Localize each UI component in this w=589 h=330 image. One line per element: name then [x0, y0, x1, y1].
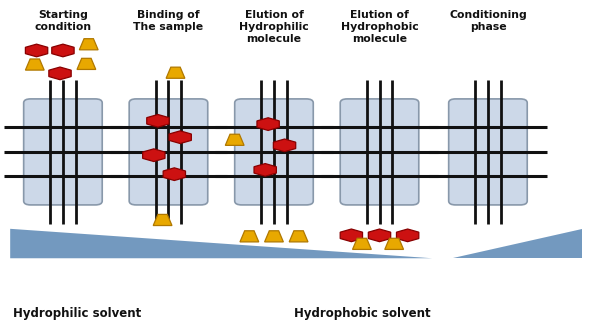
Polygon shape	[25, 44, 48, 57]
Polygon shape	[10, 229, 432, 258]
Text: Starting
condition: Starting condition	[34, 10, 91, 32]
Polygon shape	[77, 58, 96, 69]
FancyBboxPatch shape	[129, 99, 208, 205]
FancyBboxPatch shape	[449, 99, 527, 205]
Polygon shape	[254, 164, 276, 176]
Polygon shape	[257, 118, 279, 130]
FancyBboxPatch shape	[234, 99, 313, 205]
Polygon shape	[147, 115, 169, 127]
Polygon shape	[396, 229, 419, 242]
Polygon shape	[143, 149, 165, 161]
Text: Elution of
Hydrophilic
molecule: Elution of Hydrophilic molecule	[239, 10, 309, 44]
Polygon shape	[163, 168, 186, 181]
FancyBboxPatch shape	[340, 99, 419, 205]
Polygon shape	[385, 238, 403, 249]
Text: Elution of
Hydrophobic
molecule: Elution of Hydrophobic molecule	[340, 10, 418, 44]
Text: Hydrophilic solvent: Hydrophilic solvent	[13, 308, 141, 320]
Polygon shape	[25, 59, 44, 70]
Polygon shape	[153, 214, 172, 225]
Text: Binding of
The sample: Binding of The sample	[133, 10, 204, 32]
Polygon shape	[80, 39, 98, 50]
Polygon shape	[340, 229, 363, 242]
Polygon shape	[289, 231, 308, 242]
Text: Hydrophobic solvent: Hydrophobic solvent	[294, 308, 431, 320]
FancyBboxPatch shape	[24, 99, 102, 205]
Text: Conditioning
phase: Conditioning phase	[449, 10, 527, 32]
Polygon shape	[273, 139, 296, 152]
Polygon shape	[264, 231, 283, 242]
Polygon shape	[52, 44, 74, 57]
Polygon shape	[169, 131, 191, 144]
Polygon shape	[368, 229, 391, 242]
Polygon shape	[453, 229, 582, 258]
Polygon shape	[226, 134, 244, 146]
Polygon shape	[353, 238, 371, 249]
Polygon shape	[166, 67, 185, 78]
Polygon shape	[240, 231, 259, 242]
Polygon shape	[49, 67, 71, 80]
